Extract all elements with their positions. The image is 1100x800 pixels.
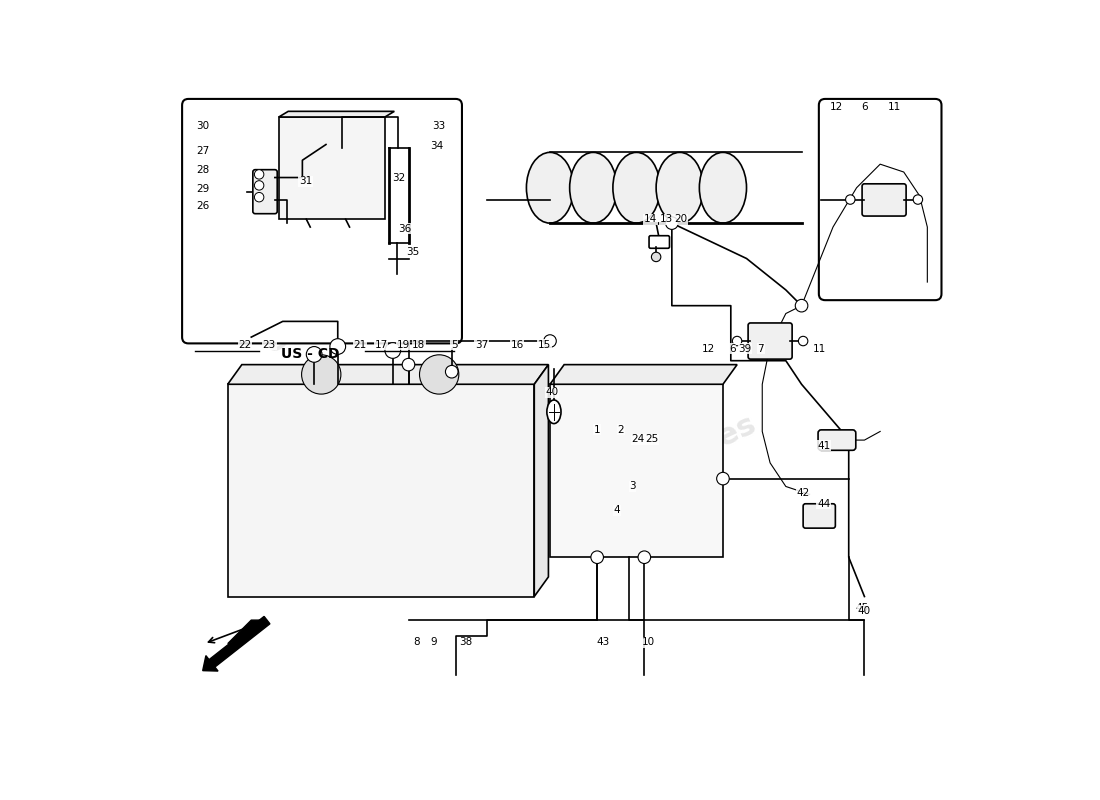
FancyBboxPatch shape xyxy=(862,184,906,216)
Text: 42: 42 xyxy=(796,488,810,498)
Text: 40: 40 xyxy=(546,387,559,397)
Circle shape xyxy=(254,170,264,179)
Text: 18: 18 xyxy=(412,340,426,350)
Circle shape xyxy=(795,299,807,312)
FancyBboxPatch shape xyxy=(818,430,856,450)
Text: 8: 8 xyxy=(412,637,420,647)
Ellipse shape xyxy=(656,152,703,223)
Text: 6: 6 xyxy=(861,102,868,112)
Text: 37: 37 xyxy=(475,340,488,350)
Circle shape xyxy=(385,342,400,358)
Text: 2: 2 xyxy=(617,425,624,435)
Text: 43: 43 xyxy=(596,637,609,647)
Text: 12: 12 xyxy=(702,344,715,354)
FancyArrow shape xyxy=(202,617,270,671)
Text: eurospares: eurospares xyxy=(574,409,761,517)
Text: 34: 34 xyxy=(430,141,443,151)
FancyBboxPatch shape xyxy=(649,236,670,248)
Text: 28: 28 xyxy=(196,166,209,175)
Text: 38: 38 xyxy=(460,637,473,647)
Text: 33: 33 xyxy=(431,122,446,131)
Text: 25: 25 xyxy=(646,434,659,444)
Text: 16: 16 xyxy=(510,340,524,350)
Text: 26: 26 xyxy=(196,201,209,211)
FancyBboxPatch shape xyxy=(183,99,462,343)
Text: 14: 14 xyxy=(644,214,657,224)
Polygon shape xyxy=(278,117,385,219)
Text: 11: 11 xyxy=(813,344,826,354)
Text: 15: 15 xyxy=(538,340,551,350)
Ellipse shape xyxy=(613,152,660,223)
Circle shape xyxy=(543,334,557,347)
Ellipse shape xyxy=(570,152,617,223)
Text: 36: 36 xyxy=(398,224,411,234)
Text: 4: 4 xyxy=(614,505,620,515)
Circle shape xyxy=(403,358,415,371)
Text: 11: 11 xyxy=(888,102,901,112)
Circle shape xyxy=(301,354,341,394)
Circle shape xyxy=(651,252,661,262)
Text: 22: 22 xyxy=(239,340,252,350)
Text: 9: 9 xyxy=(430,637,437,647)
Polygon shape xyxy=(228,365,549,384)
Text: 24: 24 xyxy=(631,434,645,444)
Circle shape xyxy=(913,195,923,204)
Text: 3: 3 xyxy=(629,482,636,491)
FancyBboxPatch shape xyxy=(803,504,835,528)
Circle shape xyxy=(419,354,459,394)
Text: 21: 21 xyxy=(353,340,366,350)
Text: 45: 45 xyxy=(856,603,869,614)
Circle shape xyxy=(638,551,650,563)
Text: 27: 27 xyxy=(196,146,209,156)
Polygon shape xyxy=(550,365,737,384)
Text: 41: 41 xyxy=(817,441,830,450)
Text: 12: 12 xyxy=(830,102,844,112)
Circle shape xyxy=(446,366,458,378)
Text: 44: 44 xyxy=(817,498,830,509)
Text: 31: 31 xyxy=(299,177,312,186)
Polygon shape xyxy=(228,620,267,644)
Text: 7: 7 xyxy=(758,344,764,354)
Circle shape xyxy=(591,551,604,563)
Text: 29: 29 xyxy=(196,183,209,194)
Circle shape xyxy=(733,336,741,346)
Circle shape xyxy=(846,195,855,204)
Circle shape xyxy=(306,346,322,362)
Ellipse shape xyxy=(527,152,573,223)
Circle shape xyxy=(666,217,678,230)
Text: 19: 19 xyxy=(396,340,409,350)
Text: 39: 39 xyxy=(738,344,751,354)
Text: 32: 32 xyxy=(393,174,406,183)
Polygon shape xyxy=(550,384,723,558)
Text: 13: 13 xyxy=(660,214,673,224)
Text: 35: 35 xyxy=(406,247,419,258)
FancyBboxPatch shape xyxy=(253,170,277,214)
Text: 5: 5 xyxy=(451,340,458,350)
FancyBboxPatch shape xyxy=(818,99,942,300)
Text: 17: 17 xyxy=(374,340,387,350)
Text: 6: 6 xyxy=(729,344,736,354)
Text: 20: 20 xyxy=(674,214,688,224)
Circle shape xyxy=(254,181,264,190)
FancyBboxPatch shape xyxy=(748,323,792,359)
Circle shape xyxy=(330,338,345,354)
Polygon shape xyxy=(278,111,395,117)
Text: 40: 40 xyxy=(858,606,871,616)
Polygon shape xyxy=(228,384,535,597)
Circle shape xyxy=(254,193,264,202)
Text: eurospares: eurospares xyxy=(260,252,447,359)
Ellipse shape xyxy=(700,152,747,223)
Circle shape xyxy=(799,336,807,346)
Text: 1: 1 xyxy=(594,425,601,435)
Text: 10: 10 xyxy=(641,637,654,647)
Text: US - CD: US - CD xyxy=(280,347,340,362)
Circle shape xyxy=(717,472,729,485)
Polygon shape xyxy=(535,365,549,597)
Text: 30: 30 xyxy=(196,122,209,131)
Text: 23: 23 xyxy=(263,340,276,350)
Ellipse shape xyxy=(547,400,561,423)
